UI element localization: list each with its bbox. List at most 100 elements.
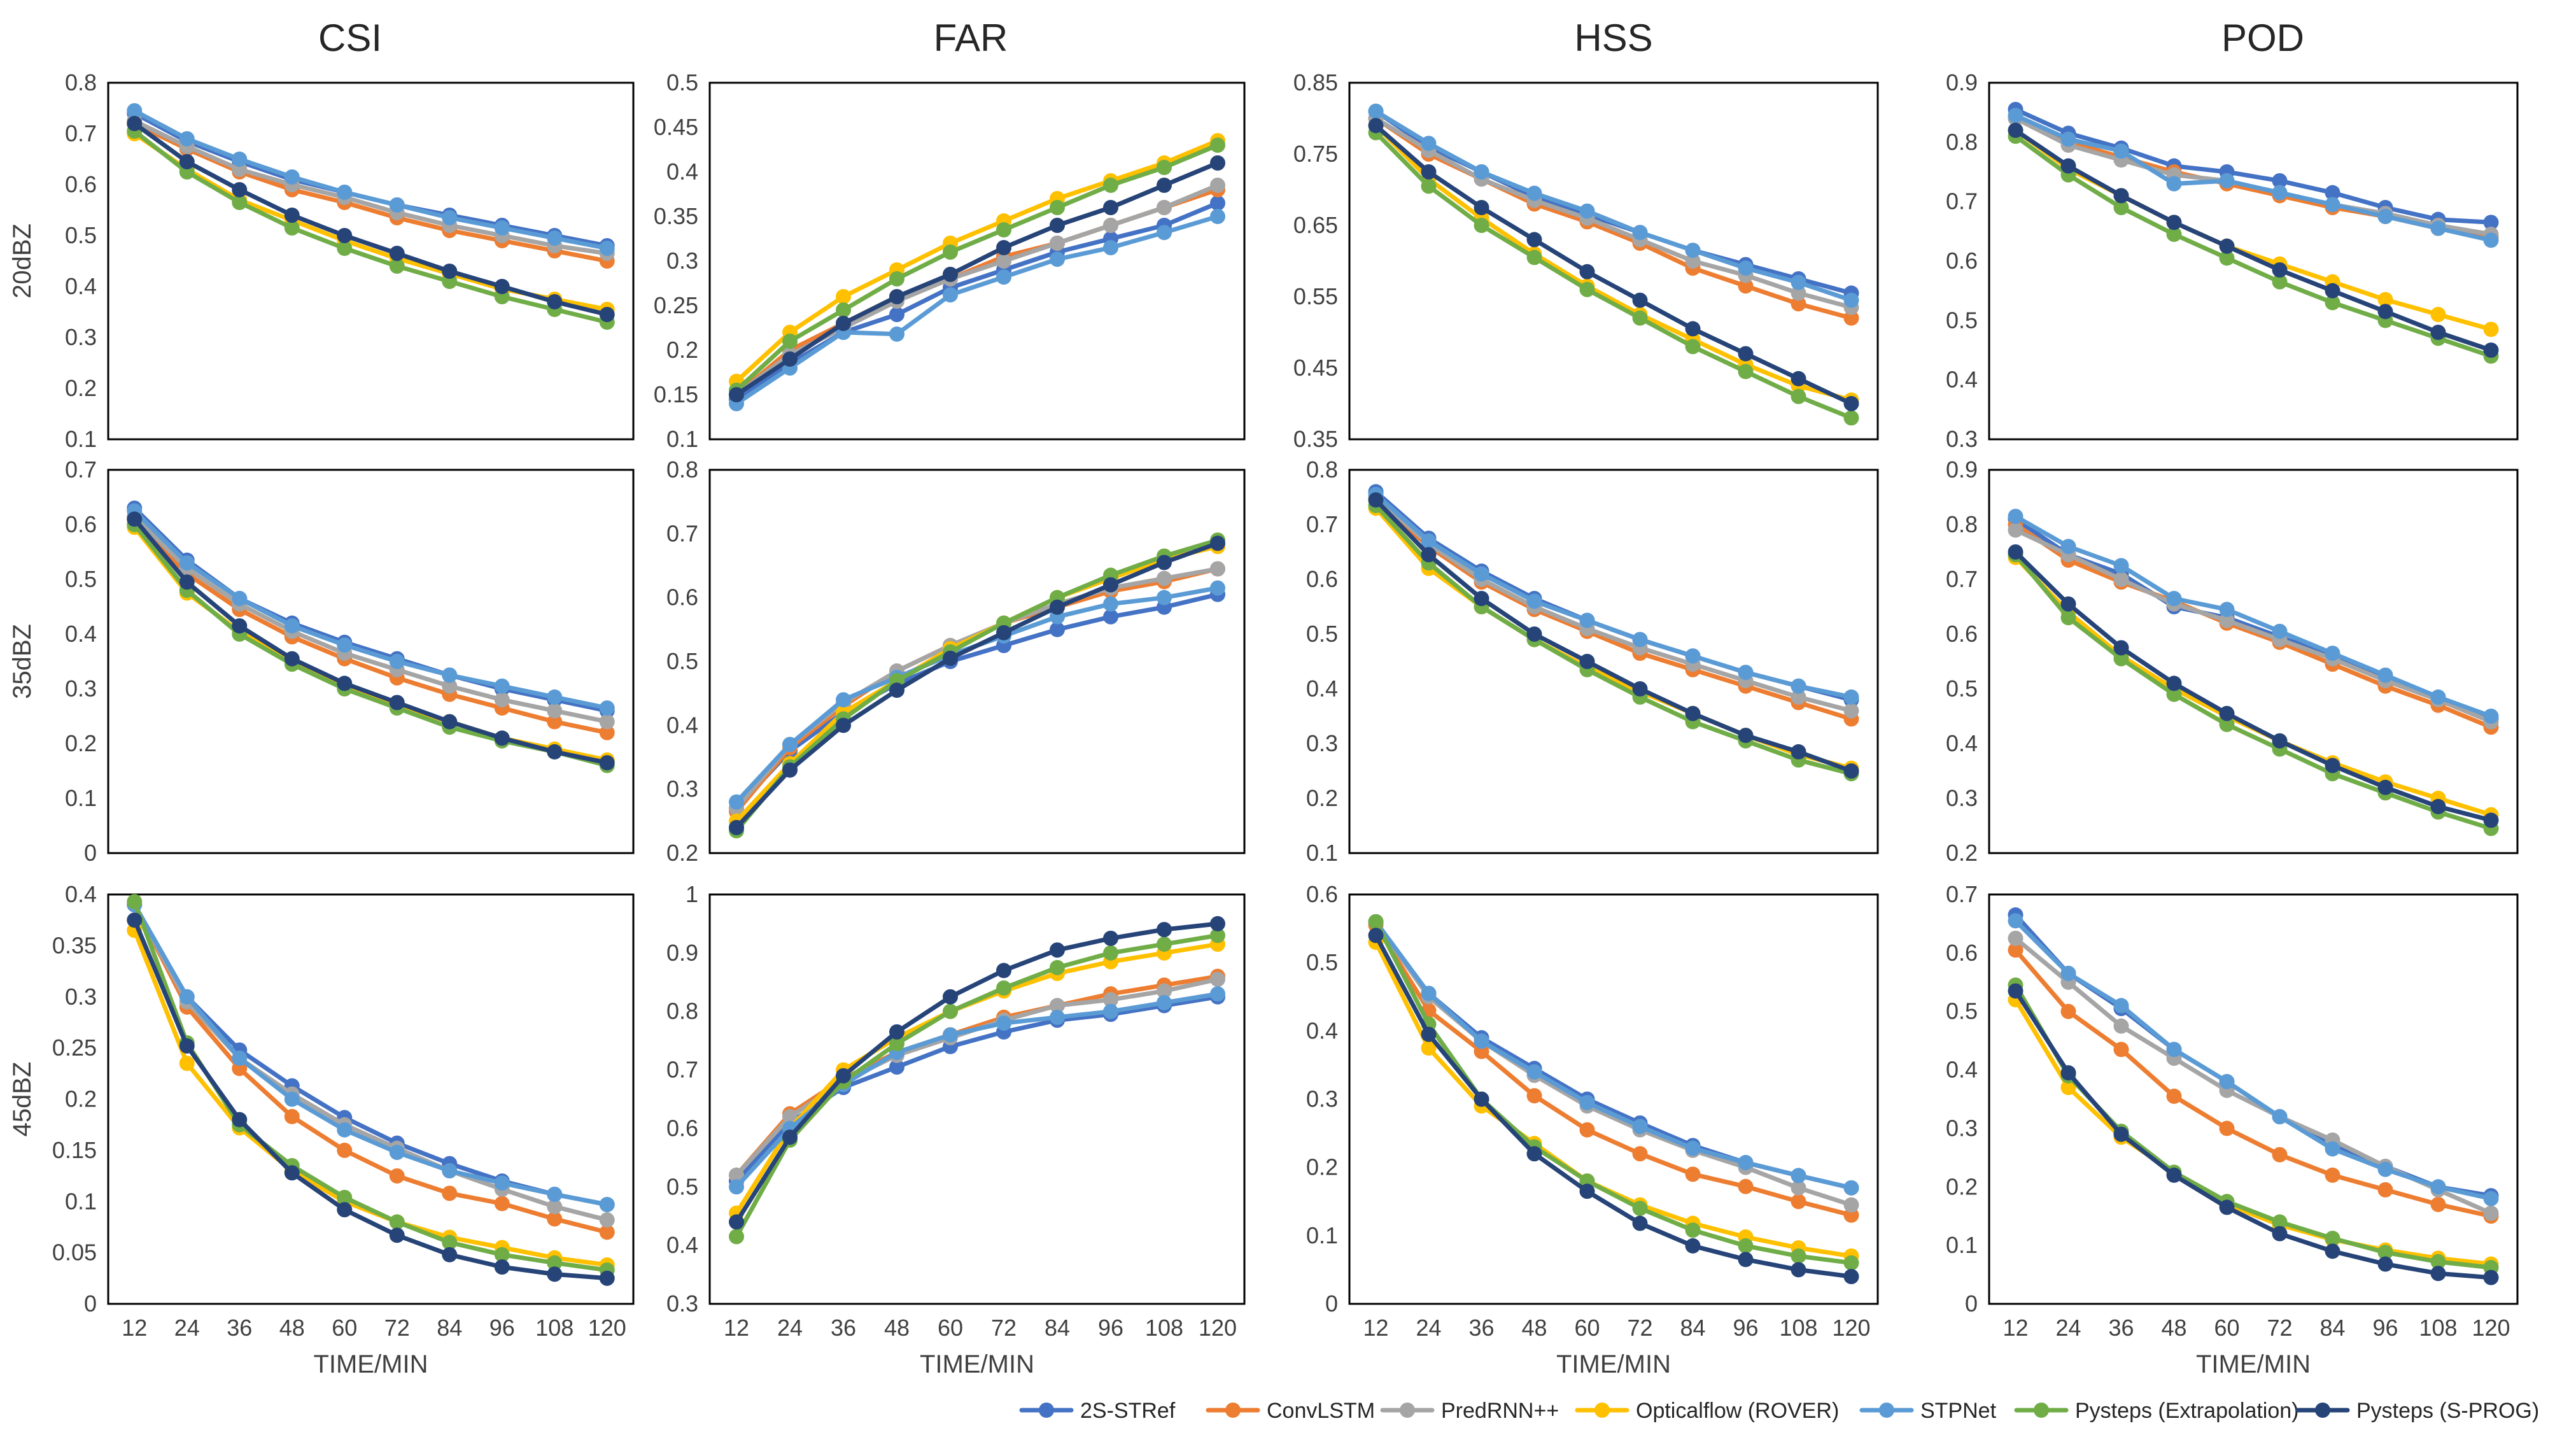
y-tick-label-45dbz-hss: 0.4 [1306,1017,1338,1043]
data-point-stpnet-35dbz-csi [389,654,405,669]
data-point-stpnet-45dbz-hss [1474,1033,1489,1049]
data-point-convlstm-45dbz-hss [1685,1166,1701,1182]
data-point-pysteps-extrapolation-20dbz-hss [1421,178,1437,194]
data-point-stpnet-45dbz-hss [1579,1094,1595,1110]
data-point-convlstm-20dbz-hss [1738,278,1754,294]
x-tick-label-45dbz-far: 24 [777,1315,803,1341]
data-point-predrnn-35dbz-csi [494,692,510,708]
y-tick-label-35dbz-far: 0.5 [666,648,698,674]
x-tick-label-45dbz-pod: 60 [2214,1315,2239,1341]
data-point-stpnet-20dbz-pod [2272,185,2288,201]
series-line-pysteps-extrapolation-20dbz-pod [2013,134,2493,358]
y-tick-label-35dbz-csi: 0.5 [65,566,97,592]
data-point-pysteps-s-prog-35dbz-csi [442,714,458,730]
data-point-convlstm-45dbz-csi [389,1168,405,1184]
data-point-stpnet-20dbz-csi [179,131,195,146]
series-line-stpnet-45dbz-pod [2013,918,2493,1201]
data-point-stpnet-20dbz-far [996,269,1011,285]
y-tick-label-20dbz-far: 0.25 [654,292,698,318]
data-point-stpnet-45dbz-pod [2008,913,2023,929]
data-point-pysteps-extrapolation-45dbz-far [996,980,1011,996]
data-point-stpnet-35dbz-csi [232,591,248,607]
data-point-stpnet-45dbz-far [1050,1009,1065,1025]
data-point-pysteps-s-prog-35dbz-hss [1738,728,1754,744]
data-point-stpnet-35dbz-hss [1685,648,1701,664]
data-point-2s-stref-20dbz-far [889,307,904,322]
data-point-pysteps-s-prog-20dbz-far [1050,218,1065,233]
data-point-pysteps-extrapolation-45dbz-hss [1791,1248,1806,1264]
y-tick-label-20dbz-pod: 0.8 [1946,129,1978,155]
series-line-stpnet-35dbz-csi [132,509,610,710]
data-point-stpnet-45dbz-hss [1843,1180,1859,1196]
data-point-pysteps-s-prog-20dbz-csi [127,116,143,131]
data-point-pysteps-extrapolation-45dbz-far [1050,959,1065,975]
data-point-pysteps-s-prog-35dbz-csi [284,651,300,667]
data-point-predrnn-35dbz-far [1210,561,1225,577]
y-tick-label-20dbz-hss: 0.55 [1293,283,1338,309]
y-tick-label-35dbz-hss: 0.8 [1306,456,1338,483]
data-point-pysteps-extrapolation-20dbz-hss [1474,218,1489,233]
data-point-stpnet-45dbz-csi [232,1050,248,1066]
data-point-stpnet-35dbz-far [1210,580,1225,596]
data-point-pysteps-extrapolation-45dbz-csi [442,1234,458,1250]
data-point-pysteps-s-prog-45dbz-far [943,989,958,1005]
y-tick-label-35dbz-csi: 0.1 [65,785,97,811]
y-tick-label-35dbz-far: 0.3 [666,776,698,802]
data-point-pysteps-extrapolation-20dbz-hss [1632,310,1648,326]
data-point-stpnet-45dbz-far [943,1027,958,1043]
data-point-pysteps-s-prog-20dbz-csi [599,307,615,322]
data-point-stpnet-35dbz-hss [1632,632,1648,647]
x-tick-label-45dbz-hss: 60 [1574,1315,1600,1341]
y-tick-label-35dbz-csi: 0.7 [65,456,97,483]
data-point-pysteps-s-prog-45dbz-far [889,1024,904,1040]
y-tick-label-45dbz-pod: 0 [1965,1290,1978,1317]
data-point-stpnet-20dbz-pod [2166,176,2182,192]
y-tick-label-45dbz-hss: 0.3 [1306,1086,1338,1112]
data-point-stpnet-20dbz-far [889,326,904,342]
data-point-pysteps-s-prog-35dbz-hss [1791,744,1806,760]
data-point-pysteps-s-prog-20dbz-pod [2008,122,2023,138]
data-point-pysteps-s-prog-20dbz-far [1103,200,1118,215]
data-point-stpnet-45dbz-pod [2060,966,2076,982]
y-tick-label-45dbz-hss: 0.1 [1306,1222,1338,1248]
x-tick-label-45dbz-hss: 72 [1627,1315,1652,1341]
data-point-pysteps-extrapolation-20dbz-pod [2325,295,2340,311]
data-point-pysteps-s-prog-20dbz-pod [2377,304,2393,320]
legend-marker-pysteps-s-prog [2315,1403,2330,1418]
data-point-pysteps-s-prog-45dbz-csi [337,1202,353,1218]
plot-frame-45dbz-far [708,893,1246,1305]
data-point-stpnet-20dbz-csi [284,169,300,185]
legend-label-pysteps-extrapolation: Pysteps (Extrapolation) [2075,1399,2299,1423]
data-point-convlstm-45dbz-hss [1632,1146,1648,1162]
data-point-stpnet-35dbz-pod [2325,646,2340,661]
data-point-stpnet-35dbz-hss [1843,689,1859,705]
y-tick-label-45dbz-pod: 0.6 [1946,940,1978,966]
series-line-convlstm-35dbz-csi [132,516,610,735]
y-tick-label-20dbz-far: 0.5 [666,69,698,95]
series-line-pysteps-s-prog-45dbz-far [734,921,1220,1224]
data-point-pysteps-s-prog-20dbz-pod [2325,283,2340,299]
x-tick-label-45dbz-hss: 84 [1680,1315,1705,1341]
data-point-stpnet-45dbz-pod [2113,998,2129,1014]
data-point-pysteps-s-prog-35dbz-hss [1474,591,1489,607]
x-tick-label-45dbz-far: 108 [1145,1315,1183,1341]
data-point-pysteps-extrapolation-20dbz-hss [1579,281,1595,297]
y-tick-label-45dbz-csi: 0.05 [52,1240,97,1266]
data-point-pysteps-extrapolation-45dbz-hss [1685,1222,1701,1238]
data-point-pysteps-s-prog-35dbz-hss [1632,681,1648,696]
x-tick-label-45dbz-csi: 60 [332,1315,357,1341]
series-line-stpnet-20dbz-hss [1374,109,1854,303]
data-point-pysteps-s-prog-45dbz-far [836,1068,851,1084]
legend-marker-predrnn [1400,1403,1415,1418]
data-point-convlstm-45dbz-csi [442,1185,458,1201]
data-point-stpnet-20dbz-csi [337,185,353,200]
y-tick-label-20dbz-hss: 0.85 [1293,69,1338,95]
data-point-stpnet-20dbz-pod [2430,220,2446,236]
x-tick-label-45dbz-far: 84 [1045,1315,1070,1341]
y-tick-label-20dbz-pod: 0.6 [1946,248,1978,274]
data-point-pysteps-extrapolation-20dbz-pod [2219,250,2235,266]
data-point-2s-stref-20dbz-pod [2483,215,2499,230]
series-line-convlstm-35dbz-hss [1374,497,1854,721]
x-tick-label-45dbz-far: 120 [1199,1315,1237,1341]
data-point-pysteps-s-prog-35dbz-csi [232,618,248,634]
